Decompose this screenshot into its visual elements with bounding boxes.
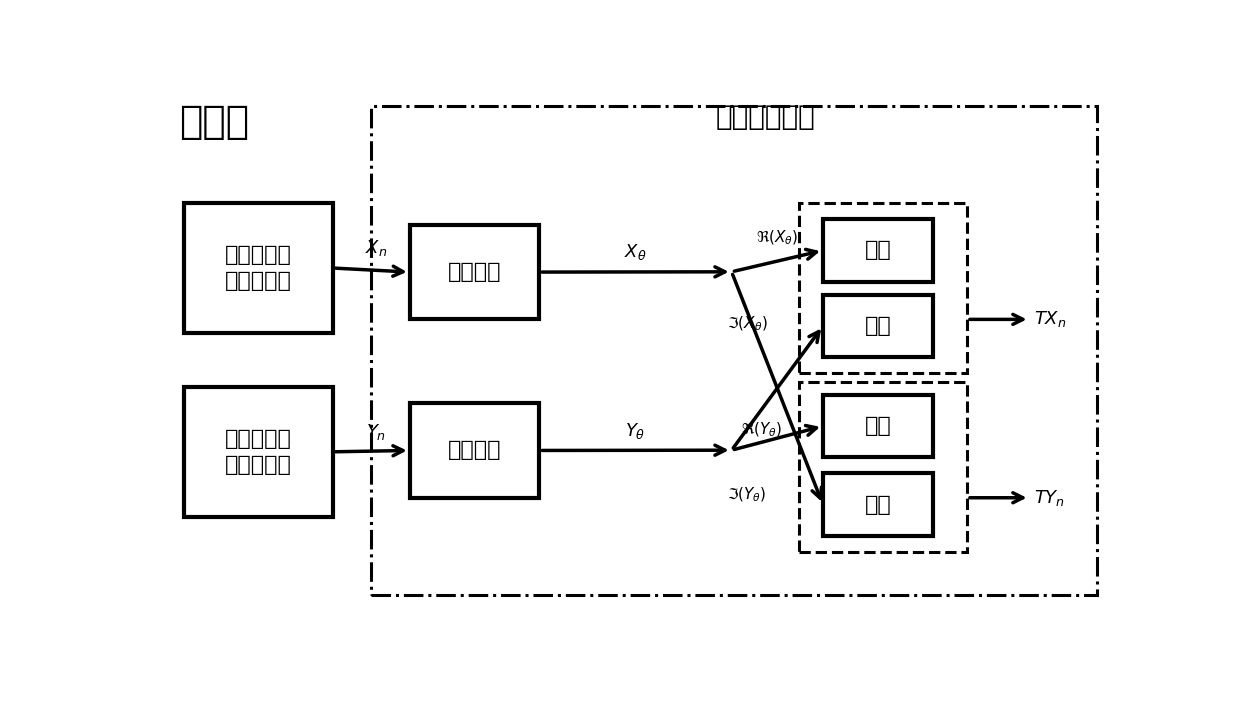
Text: $X_n$: $X_n$ (365, 238, 387, 258)
Text: 虚部: 虚部 (864, 494, 892, 515)
Text: 虚部: 虚部 (864, 316, 892, 336)
Bar (371, 106, 1096, 595)
Text: $TY_n$: $TY_n$ (1034, 488, 1065, 508)
Text: $X_\theta$: $X_\theta$ (624, 242, 647, 263)
Bar (823, 295, 934, 357)
Bar (799, 203, 967, 373)
Text: 极化成对编码: 极化成对编码 (715, 103, 815, 131)
Bar (409, 403, 539, 498)
Text: $TX_n$: $TX_n$ (1034, 310, 1066, 329)
Text: 符号映射: 符号映射 (448, 262, 501, 282)
Text: $\Re(X_\theta)$: $\Re(X_\theta)$ (755, 229, 799, 248)
Text: 发送方: 发送方 (179, 103, 249, 141)
Text: 实部: 实部 (864, 416, 892, 436)
Bar (799, 382, 967, 552)
Bar (184, 203, 332, 333)
Text: 符号映射: 符号映射 (448, 440, 501, 461)
Bar (409, 225, 539, 319)
Bar (823, 395, 934, 457)
Text: $\Im(X_\theta)$: $\Im(X_\theta)$ (727, 315, 768, 333)
Bar (823, 473, 934, 536)
Text: 第二量子随
机数发生器: 第二量子随 机数发生器 (224, 429, 291, 475)
Text: $\Im(Y_\theta)$: $\Im(Y_\theta)$ (727, 485, 766, 504)
Bar (823, 219, 934, 282)
Text: $Y_\theta$: $Y_\theta$ (625, 420, 646, 441)
Text: $\Re(Y_\theta)$: $\Re(Y_\theta)$ (742, 421, 782, 439)
Text: $Y_n$: $Y_n$ (366, 422, 386, 442)
Text: 实部: 实部 (864, 241, 892, 260)
Bar (184, 387, 332, 517)
Text: 第一量子随
机数发生器: 第一量子随 机数发生器 (224, 245, 291, 291)
